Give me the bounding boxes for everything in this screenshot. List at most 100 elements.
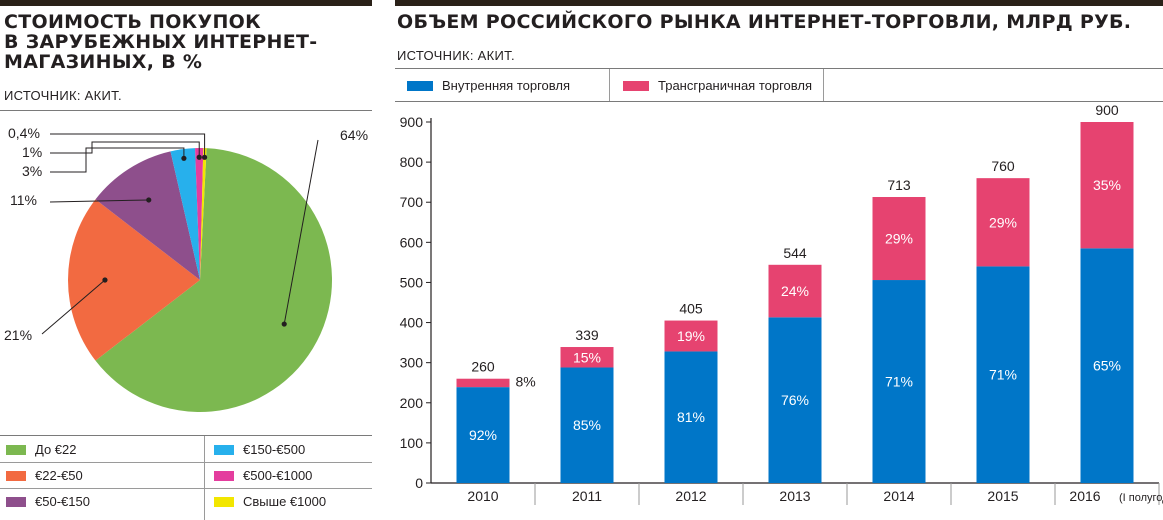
bar-domestic [872,280,926,483]
legend-swatch [6,496,26,507]
x-category-label: 2016 [1069,488,1100,504]
divider [395,101,1163,102]
legend-item: До €22 [6,442,76,457]
legend-swatch [214,444,234,455]
bar-crossborder [664,320,718,352]
leader-line [283,139,319,325]
legend-item: Внутренняя торговля [407,78,570,93]
legend-label: €150-€500 [243,442,306,457]
bar-domestic [664,351,718,483]
bar-domestic [560,367,614,483]
bar-domestic-label: 65% [1093,358,1121,374]
divider [0,110,372,111]
legend-label: €22-€50 [35,468,83,483]
bar-domestic [1080,248,1134,483]
bar-total-label: 544 [783,245,807,261]
x-category-label: 2014 [883,488,914,504]
x-category-label: 2013 [779,488,810,504]
slice-value-label: 11% [10,192,37,208]
bar-domestic-label: 81% [677,409,705,425]
pie-slice [195,148,204,280]
pie-slice [170,148,200,280]
x-category-label: 2011 [572,488,602,504]
bar-crossborder-label: 15% [573,349,601,365]
legend-swatch [407,80,433,91]
legend-label: €50-€150 [35,494,90,509]
legend-swatch [214,496,234,507]
y-tick-label: 800 [400,154,424,170]
bar-panel: ОБЪЕМ РОССИЙСКОГО РЫНКА ИНТЕРНЕТ-ТОРГОВЛ… [395,0,1163,520]
slice-value-label: 1% [22,144,42,160]
legend-swatch [214,470,234,481]
bar-crossborder-label: 8% [516,374,536,390]
bar-total-label: 900 [1095,102,1119,118]
pie-slice [95,151,200,280]
bar-crossborder-label: 35% [1093,177,1121,193]
slice-value-label: 21% [4,327,32,343]
stacked-bar-chart: 0 100 200 300 400 500 600 700 800 900 92% 8% 260 2010… [400,102,1163,505]
bar-domestic [768,317,822,483]
divider [395,68,1163,69]
y-tick-label: 900 [400,114,424,130]
pie-slice [200,148,207,280]
bar-crossborder [976,178,1030,267]
legend-label: До €22 [35,442,77,457]
legend-item: €50-€150 [6,494,90,509]
bar-domestic-label: 92% [469,427,497,443]
bar-crossborder [768,264,822,318]
leader-line [50,133,206,158]
legend-item: Трансграничная торговля [623,78,812,93]
bar-crossborder [872,197,926,281]
slice-value-label: 3% [22,163,42,179]
legend-swatch [623,80,649,91]
y-tick-label: 200 [400,395,424,411]
bar-crossborder [560,347,614,368]
y-tick-label: 500 [400,274,424,290]
y-tick-label: 300 [400,355,424,371]
y-tick-label: 0 [415,475,423,491]
bar-total-label: 760 [991,158,1015,174]
bar-total-label: 713 [887,177,911,193]
top-bar [395,0,1163,6]
bar-crossborder-label: 29% [885,231,913,247]
y-tick-label: 400 [400,315,424,331]
bar-crossborder-label: 24% [781,283,809,299]
x-category-label: 2012 [675,488,706,504]
bar-domestic-label: 76% [781,392,809,408]
pie-chart: 64% 21% 11% 3% 1% 0,4% [4,125,368,413]
leader-line [50,141,200,158]
x-category-label: 2010 [467,488,498,504]
legend-divider [0,462,372,463]
y-tick-label: 700 [400,194,424,210]
top-bar [0,0,372,6]
legend-item: €500-€1000 [214,468,312,483]
pie-slice [95,148,332,413]
leader-dot [196,154,202,160]
bar-title: ОБЪЕМ РОССИЙСКОГО РЫНКА ИНТЕРНЕТ-ТОРГОВЛ… [397,11,1132,33]
legend-label: Трансграничная торговля [658,78,813,93]
pie-title: СТОИМОСТЬ ПОКУПОК В ЗАРУБЕЖНЫХ ИНТЕРНЕТ-… [4,11,318,73]
y-tick-label: 100 [400,435,424,451]
bar-crossborder-label: 29% [989,214,1017,230]
pie-legend: До €22 €22-€50 €50-€150 €150-€500 €500-€1000… [0,436,372,520]
leader-line [41,279,106,335]
legend-divider [204,436,205,520]
legend-label: €500-€1000 [243,468,313,483]
legend-item: €150-€500 [214,442,305,457]
bar-legend: Внутренняя торговля Трансграничная торгов… [395,69,1163,101]
pie-panel: СТОИМОСТЬ ПОКУПОК В ЗАРУБЕЖНЫХ ИНТЕРНЕТ-… [0,0,372,520]
legend-divider [823,69,824,101]
legend-swatch [6,470,26,481]
bar-domestic [976,266,1030,483]
bar-crossborder [456,378,510,388]
leader-dot [202,154,208,160]
legend-swatch [6,444,26,455]
bar-domestic-label: 71% [989,367,1017,383]
legend-label: Внутренняя торговля [442,78,571,93]
bar-crossborder [1080,122,1134,249]
bar-domestic [456,387,510,483]
legend-item: Свыше €1000 [214,494,326,509]
legend-divider [609,69,610,101]
legend-divider [0,488,372,489]
leader-line [50,147,185,173]
